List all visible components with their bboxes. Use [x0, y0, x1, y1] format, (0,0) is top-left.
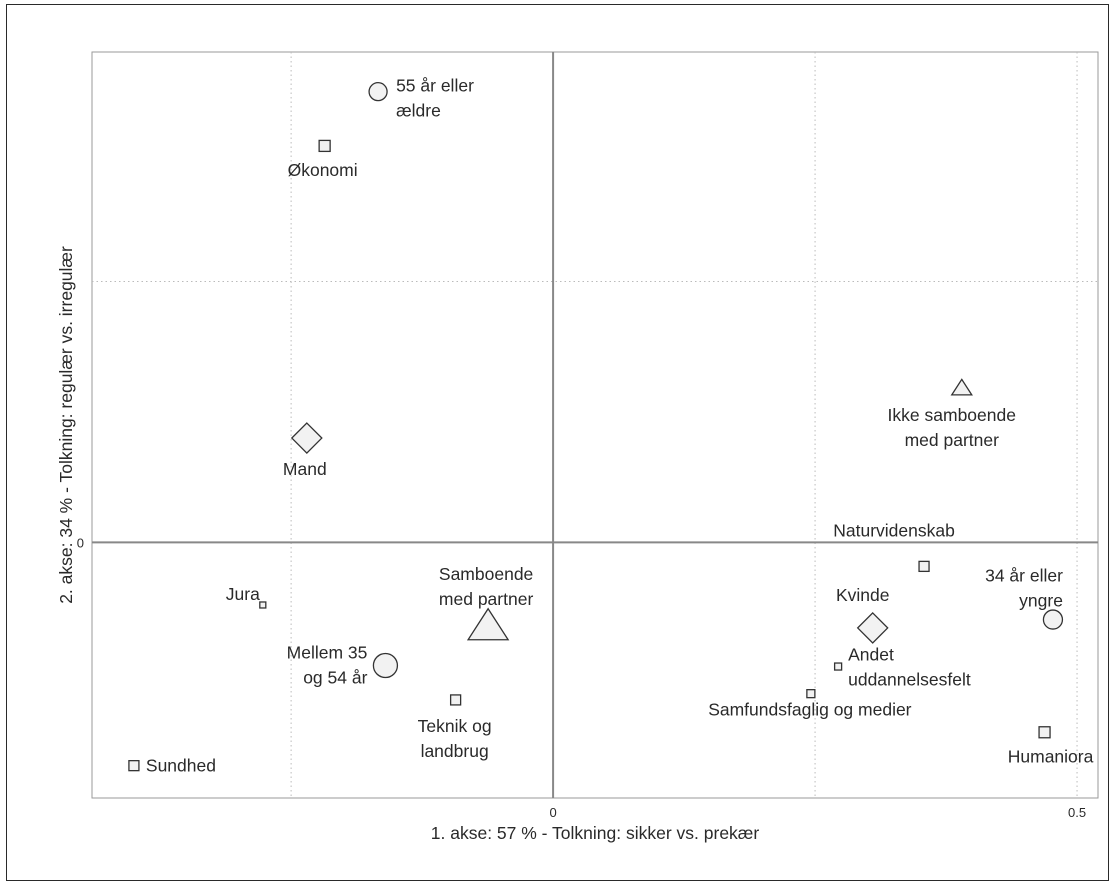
point-label-p10: Naturvidenskab	[833, 520, 955, 540]
point-label-line: Mand	[283, 459, 327, 479]
point-label-p1: 55 år eller ældre	[396, 76, 474, 121]
point-label-line: Humaniora	[1008, 746, 1094, 766]
data-points	[128, 81, 1064, 772]
point-label-p13: Andet uddannelsesfelt	[848, 645, 971, 690]
point-marker-p9	[950, 378, 973, 396]
point-label-line: med partner	[905, 430, 1000, 450]
point-label-line: landbrug	[421, 741, 489, 761]
point-label-line: Kvinde	[836, 585, 890, 605]
point-label-p12: Kvinde	[836, 585, 890, 605]
point-label-p4: Jura	[226, 584, 260, 604]
point-label-line: 34 år eller	[985, 566, 1063, 586]
point-marker-p13	[833, 662, 843, 671]
point-label-line: 55 år eller	[396, 76, 474, 96]
point-marker-p10	[918, 560, 930, 573]
point-label-line: Jura	[226, 584, 260, 604]
point-marker-p2	[318, 139, 331, 153]
point-label-p14: Samfundsfaglig og medier	[708, 700, 911, 720]
gridlines	[92, 52, 1098, 798]
x-tick-label-1: 0.5	[1068, 805, 1086, 820]
x-axis-label: 1. akse: 57 % - Tolkning: sikker vs. pre…	[431, 823, 760, 843]
point-marker-p7	[449, 694, 462, 706]
y-axis-label: 2. akse: 34 % - Tolkning: regulær vs. ir…	[56, 246, 76, 604]
point-label-p3: Mand	[283, 459, 327, 479]
point-label-line: med partner	[439, 589, 534, 609]
point-label-p15: Humaniora	[1008, 746, 1094, 766]
point-marker-p3	[290, 422, 323, 454]
point-marker-p6	[466, 607, 510, 641]
point-label-line: yngre	[1019, 591, 1063, 611]
point-marker-p8	[128, 760, 140, 772]
point-label-line: og 54 år	[303, 667, 367, 687]
point-marker-p12	[856, 612, 889, 644]
point-label-p8: Sundhed	[146, 756, 216, 776]
point-label-p2: Økonomi	[288, 160, 358, 180]
point-label-line: Ikke samboende	[888, 405, 1016, 425]
point-label-line: Naturvidenskab	[833, 520, 955, 540]
point-marker-p5	[372, 652, 399, 679]
point-label-line: Sundhed	[146, 756, 216, 776]
point-label-line: Andet	[848, 645, 894, 665]
point-marker-p1	[368, 81, 388, 102]
x-tick-label-0: 0	[549, 805, 556, 820]
plot-area	[91, 51, 1099, 799]
point-label-line: Samboende	[439, 564, 533, 584]
point-marker-p11	[1042, 609, 1064, 630]
point-label-line: Mellem 35	[287, 642, 368, 662]
axes	[92, 52, 1098, 798]
point-label-p7: Teknik og landbrug	[418, 716, 492, 761]
tick-labels: 0 0.50	[77, 535, 1086, 820]
point-label-line: uddannelsesfelt	[848, 670, 971, 690]
point-label-p6: Samboende med partner	[439, 564, 534, 609]
point-label-line: Økonomi	[288, 160, 358, 180]
point-label-line: ældre	[396, 101, 441, 121]
y-tick-label-0: 0	[77, 535, 84, 550]
point-label-p11: 34 år eller yngre	[985, 566, 1063, 611]
point-label-p9: Ikke samboende med partner	[888, 405, 1016, 450]
point-labels: 55 år eller ældre Økonomi Mand Jura Mellem 35…	[146, 76, 1094, 776]
point-label-p5: Mellem 35 og 54 år	[287, 642, 368, 687]
point-marker-p15	[1038, 726, 1051, 739]
point-label-line: Teknik og	[418, 716, 492, 736]
point-marker-p14	[806, 689, 816, 699]
point-label-line: Samfundsfaglig og medier	[708, 700, 911, 720]
point-marker-p4	[259, 601, 267, 609]
